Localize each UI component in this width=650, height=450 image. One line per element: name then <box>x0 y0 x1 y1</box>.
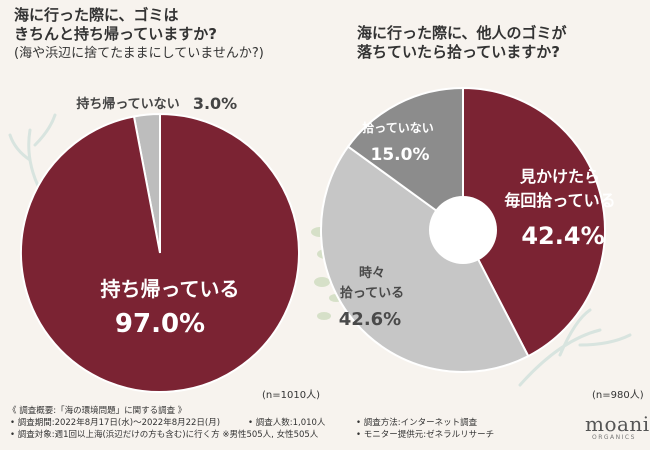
donut-hole <box>429 196 497 264</box>
label-拾っていない: 拾っていない <box>362 120 433 135</box>
survey-target: • 調査対象:週1回以上海(浜辺だけの方も含む)に行く方 ※男性505人, 女性… <box>10 430 319 440</box>
right-title-line-1: 海に行った際に、他人のゴミが <box>357 24 567 42</box>
value-持ち帰っている: 97.0% <box>115 309 205 339</box>
value-持ち帰っていない: 3.0% <box>193 94 237 113</box>
left-title-line-1: 海に行った際に、ゴミは <box>14 6 179 24</box>
label-持ち帰っている: 持ち帰っている <box>101 277 240 301</box>
right-title-line-2: 落ちていたら拾っていますか? <box>357 43 560 61</box>
survey-provider: • モニター提供元:ゼネラルリサーチ <box>356 430 495 440</box>
label-時々-line2: 拾っている <box>340 285 404 301</box>
label-時々-line1: 時々 <box>359 265 385 281</box>
left-chart-title: 海に行った際に、ゴミは きちんと持ち帰っていますか? (海や浜辺に捨てたままにし… <box>14 6 264 63</box>
right-chart-sample-size: (n=980人) <box>592 390 644 401</box>
brand-logo-subtext: ORGANICS <box>592 434 636 441</box>
brand-logo-text: moani <box>585 412 650 436</box>
slice-拾っていない <box>346 86 464 232</box>
left-chart-sample-size: (n=1010人) <box>262 390 320 401</box>
survey-count: • 調査人数:1,010人 <box>248 418 326 428</box>
label-見かけたら-line2: 毎回拾っている <box>504 191 615 210</box>
survey-period: • 調査期間:2022年8月17日(水)〜2022年8月22日(月) <box>10 418 221 428</box>
slice-見かけたら毎回拾っている <box>462 86 606 358</box>
left-title-line-3: (海や浜辺に捨てたままにしていませんか?) <box>14 46 264 61</box>
slice-持ち帰っている <box>20 112 300 393</box>
survey-heading: 《 調査概要:「海の環境問題」に関する調査 》 <box>8 406 187 416</box>
value-見かけたら毎回拾っている: 42.4% <box>521 222 604 250</box>
left-title-line-2: きちんと持ち帰っていますか? <box>14 25 217 43</box>
value-時々拾っている: 42.6% <box>339 309 401 330</box>
value-拾っていない: 15.0% <box>371 145 430 165</box>
label-持ち帰っていない: 持ち帰っていない <box>76 96 179 112</box>
slice-時々拾っている <box>320 145 530 373</box>
right-chart-title: 海に行った際に、他人のゴミが 落ちていたら拾っていますか? <box>357 24 567 62</box>
label-見かけたら-line1: 見かけたら <box>519 167 600 186</box>
survey-method: • 調査方法:インターネット調査 <box>356 418 478 428</box>
